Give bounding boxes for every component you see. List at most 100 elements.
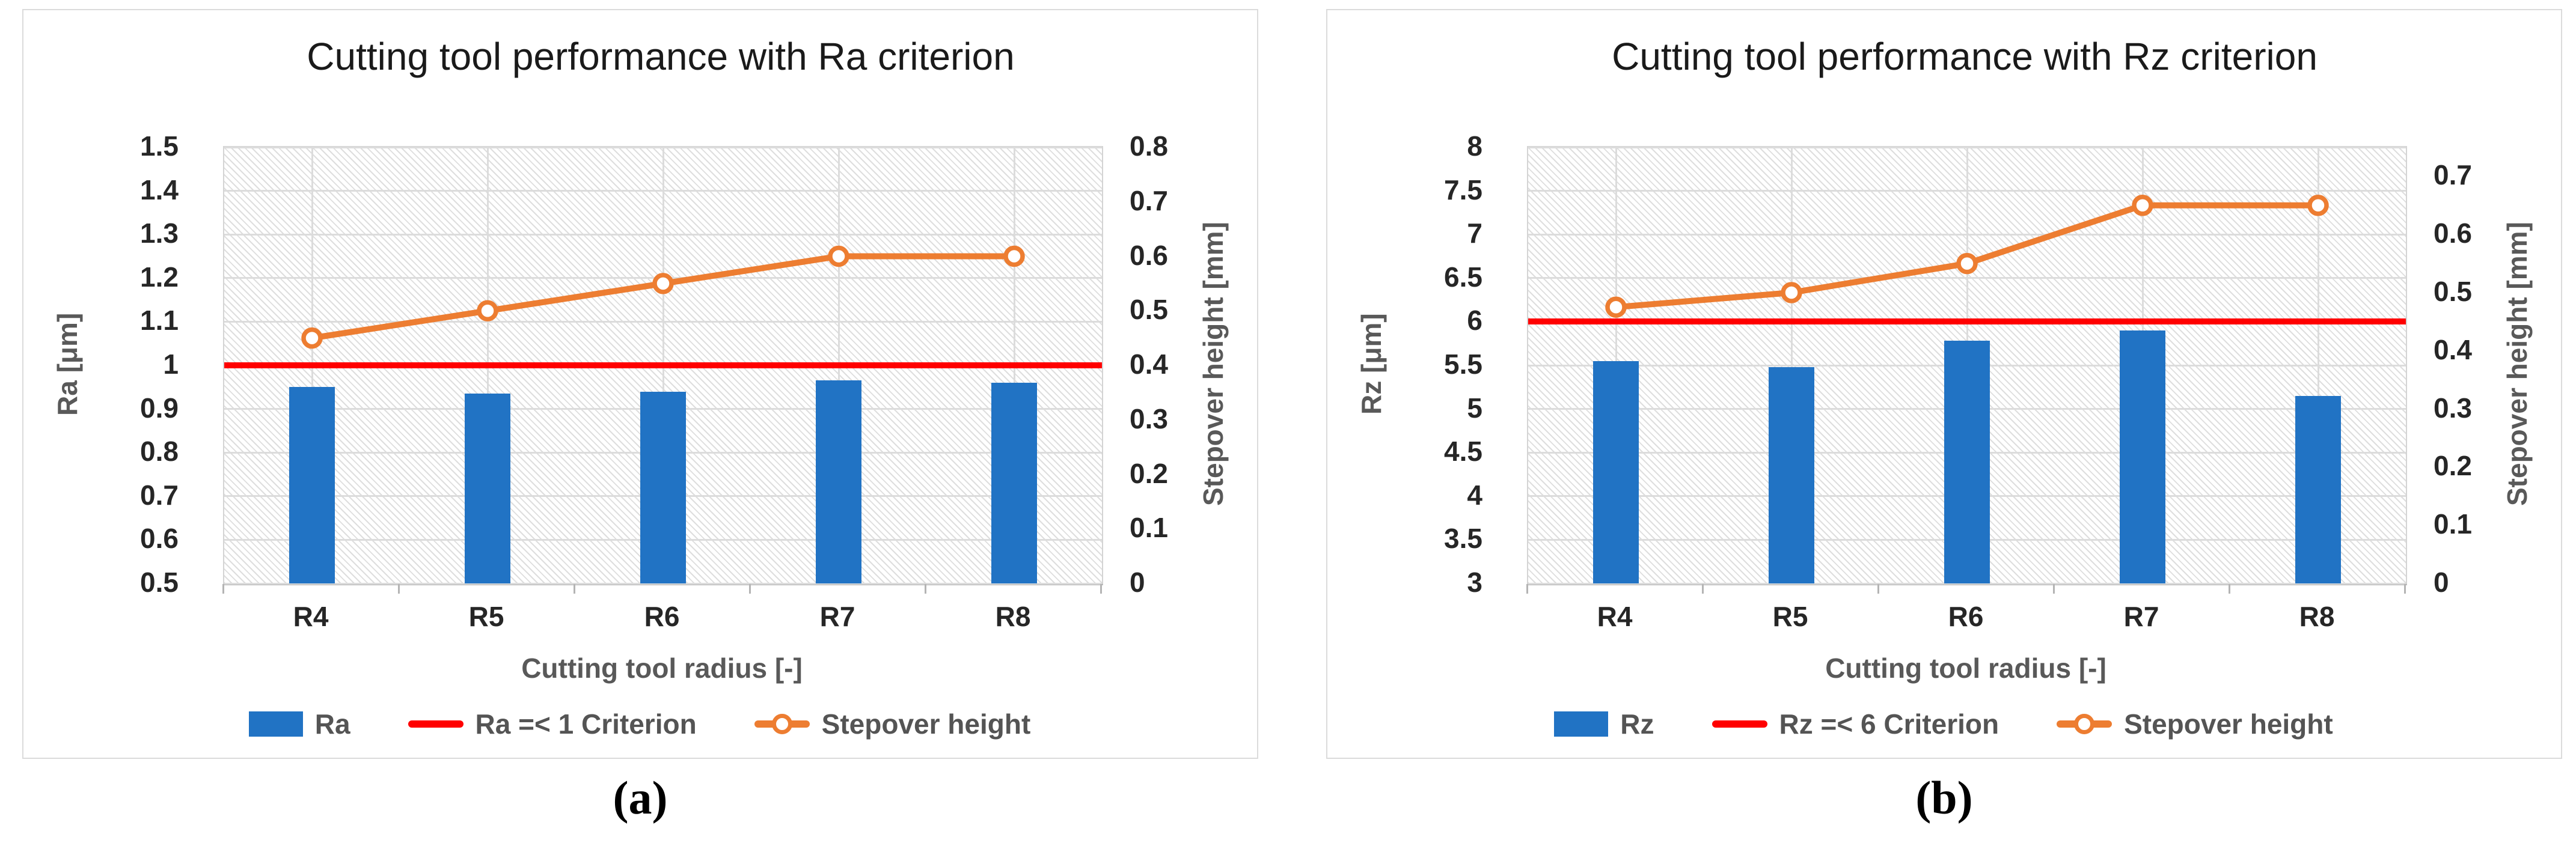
gridline-horizontal — [1528, 582, 2406, 585]
legend-item: Stepover height — [754, 708, 1030, 740]
gridline-horizontal — [224, 582, 1102, 585]
legend-label: Stepover height — [2124, 708, 2333, 740]
bar-rz — [1593, 361, 1639, 583]
legend-bar-swatch — [248, 711, 303, 737]
x-tick-mark — [2403, 584, 2406, 594]
bar-ra — [816, 380, 861, 583]
x-tick-mark — [397, 584, 400, 594]
y-right-tick-label: 0 — [1130, 567, 1145, 598]
stepover-marker — [1781, 282, 1802, 303]
legend-label: Rz =< 6 Criterion — [1779, 708, 1999, 740]
y-left-tick-label: 0.7 — [140, 479, 179, 511]
stepover-line-layer — [1605, 195, 2329, 318]
criterion-line — [224, 362, 1102, 368]
bar-rz — [1769, 367, 1814, 583]
x-tick-label: R7 — [819, 601, 855, 632]
legend-criterion-line-swatch — [408, 720, 463, 728]
y-left-tick-label: 1.1 — [140, 305, 179, 336]
chart-title: Cutting tool performance with Ra criteri… — [307, 35, 1015, 78]
x-tick-mark — [1877, 584, 1879, 594]
y-right-tick-label: 0.8 — [1130, 130, 1168, 162]
y-left-tick-label: 6 — [1467, 305, 1482, 336]
legend-label: Ra — [314, 708, 350, 740]
stepover-line-layer — [301, 245, 1025, 349]
legend-item: Rz — [1554, 708, 1654, 740]
y-right-tick-label: 0.5 — [2434, 276, 2472, 307]
x-tick-label: R6 — [1948, 601, 1984, 632]
y-right-tick-label: 0.4 — [1130, 348, 1168, 380]
stepover-marker — [1956, 252, 1978, 275]
stepover-marker — [301, 327, 323, 349]
bar-ra — [465, 394, 510, 583]
stepover-line — [309, 253, 1017, 341]
y-right-tick-label: 0.1 — [1130, 512, 1168, 544]
gridline-vertical — [2317, 147, 2319, 583]
x-axis-title: Cutting tool radius [-] — [1825, 653, 2106, 684]
x-tick-mark — [924, 584, 926, 594]
y-left-tick-label: 3.5 — [1444, 523, 1482, 555]
x-tick-label: R7 — [2123, 601, 2159, 632]
stepover-marker — [477, 300, 498, 321]
chart-panel-rz: Cutting tool performance with Rz criteri… — [1326, 9, 2562, 759]
x-tick-mark — [573, 584, 575, 594]
legend: Ra Ra =< 1 Criterion Stepover height — [29, 700, 1250, 748]
y-left-tick-label: 3 — [1467, 567, 1482, 598]
criterion-line — [1528, 318, 2406, 325]
x-tick-mark — [2228, 584, 2230, 594]
bar-rz — [1944, 341, 1990, 583]
x-tick-label: R5 — [1772, 601, 1808, 632]
x-tick-mark — [748, 584, 751, 594]
y-left-tick-label: 1.5 — [140, 130, 179, 162]
y-left-tick-label: 1 — [163, 348, 179, 380]
y-right-tick-label: 0.6 — [1130, 239, 1168, 271]
y-right-tick-label: 0.7 — [1130, 184, 1168, 216]
legend-bar-swatch — [1554, 711, 1609, 737]
y-left-tick-label: 0.5 — [140, 567, 179, 598]
legend-marker-dot — [2074, 714, 2095, 734]
bar-rz — [2120, 330, 2165, 583]
x-tick-mark — [2052, 584, 2055, 594]
bar-ra — [289, 387, 335, 583]
y-left-tick-label: 4.5 — [1444, 436, 1482, 467]
x-tick-mark — [1526, 584, 1528, 594]
plot-area — [223, 146, 1103, 585]
bar-rz — [2295, 395, 2341, 583]
x-tick-label: R5 — [468, 601, 504, 632]
x-tick-mark — [222, 584, 224, 594]
legend-item: Stepover height — [2057, 708, 2333, 740]
legend-marker-dot — [771, 714, 792, 734]
stepover-marker — [1003, 245, 1025, 267]
y-right-tick-label: 0.3 — [1130, 403, 1168, 434]
y-left-tick-label: 0.6 — [140, 523, 179, 555]
bar-ra — [640, 391, 686, 583]
x-tick-label: R4 — [1597, 601, 1633, 632]
plot-area — [1527, 146, 2407, 585]
legend: Rz Rz =< 6 Criterion Stepover height — [1333, 700, 2554, 748]
y-left-tick-label: 6.5 — [1444, 261, 1482, 293]
y-left-tick-label: 8 — [1467, 130, 1482, 162]
legend-stepover-line-swatch — [2057, 714, 2113, 734]
legend-item: Ra — [248, 708, 350, 740]
legend-label: Ra =< 1 Criterion — [475, 708, 697, 740]
x-tick-label: R8 — [2299, 601, 2335, 632]
legend-criterion-line-swatch — [1712, 720, 1767, 728]
stepover-marker — [2132, 195, 2153, 216]
legend-item: Ra =< 1 Criterion — [408, 708, 697, 740]
x-tick-label: R6 — [644, 601, 680, 632]
y-right-tick-label: 0.7 — [2434, 159, 2472, 191]
y-left-tick-label: 1.3 — [140, 218, 179, 249]
stepover-marker — [828, 245, 849, 267]
y-left-tick-label: 7.5 — [1444, 174, 1482, 205]
bar-ra — [991, 383, 1037, 583]
y-left-tick-label: 0.8 — [140, 436, 179, 467]
y-right-tick-label: 0 — [2434, 567, 2449, 598]
stepover-marker — [1605, 296, 1627, 318]
legend-label: Rz — [1620, 708, 1654, 740]
legend-item: Rz =< 6 Criterion — [1712, 708, 1999, 740]
y-left-tick-label: 4 — [1467, 479, 1482, 511]
chart-panel-ra: Cutting tool performance with Ra criteri… — [22, 9, 1258, 759]
caption-a: (a) — [613, 771, 668, 824]
y-left-tick-label: 5.5 — [1444, 348, 1482, 380]
x-tick-label: R4 — [293, 601, 329, 632]
x-axis-title: Cutting tool radius [-] — [521, 653, 803, 684]
